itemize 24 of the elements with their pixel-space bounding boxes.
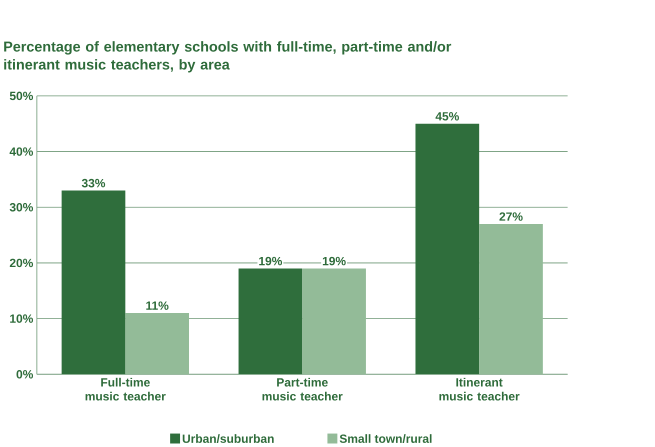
data-label: 27%	[499, 212, 523, 221]
x-tick-label: Full-time music teacher	[86, 378, 166, 401]
y-tick-label: 50%	[10, 92, 34, 100]
chart-title: Percentage of elementary schools with full-time, part-time and/or itinerant music teachers, by area	[4, 41, 452, 73]
bar	[415, 124, 480, 374]
bar	[238, 268, 302, 374]
bar	[125, 313, 190, 374]
data-label: 45%	[436, 112, 459, 121]
legend-label: Urban/suburban	[182, 434, 274, 444]
bar	[62, 190, 126, 374]
data-label: 19%	[259, 257, 282, 266]
y-tick-label: 40%	[10, 148, 34, 156]
data-label: 33%	[82, 179, 106, 188]
y-tick-label: 10%	[10, 314, 34, 324]
bar	[479, 224, 543, 374]
y-tick-label: 20%	[10, 258, 34, 268]
legend-label: Small town/rural	[340, 434, 432, 444]
data-label: 11%	[146, 302, 168, 310]
x-tick-label: Itinerant music teacher	[439, 378, 520, 401]
x-tick-label: Part-time music teacher	[262, 378, 343, 401]
bar	[302, 268, 366, 374]
data-label: 19%	[322, 257, 346, 266]
y-tick-label: 30%	[10, 203, 34, 212]
y-tick-label: 0%	[16, 370, 34, 379]
